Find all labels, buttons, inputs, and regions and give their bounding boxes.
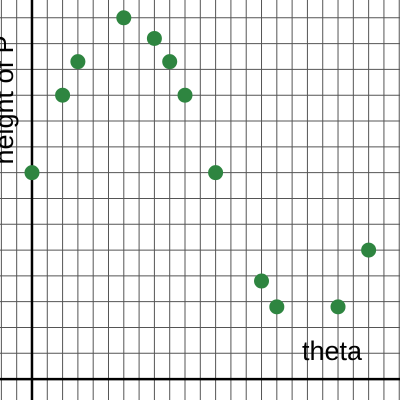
point (70, 54, 86, 70)
point (330, 299, 346, 315)
points (24, 10, 377, 315)
point (116, 10, 132, 26)
point (24, 165, 40, 181)
point (269, 299, 285, 315)
point (208, 165, 224, 181)
point (55, 87, 71, 103)
y-axis-label: height of P (0, 35, 19, 164)
point (254, 273, 270, 289)
x-axis-label: theta (302, 336, 363, 366)
point (146, 30, 162, 46)
point (162, 54, 178, 70)
point (177, 87, 193, 103)
point (361, 242, 377, 258)
